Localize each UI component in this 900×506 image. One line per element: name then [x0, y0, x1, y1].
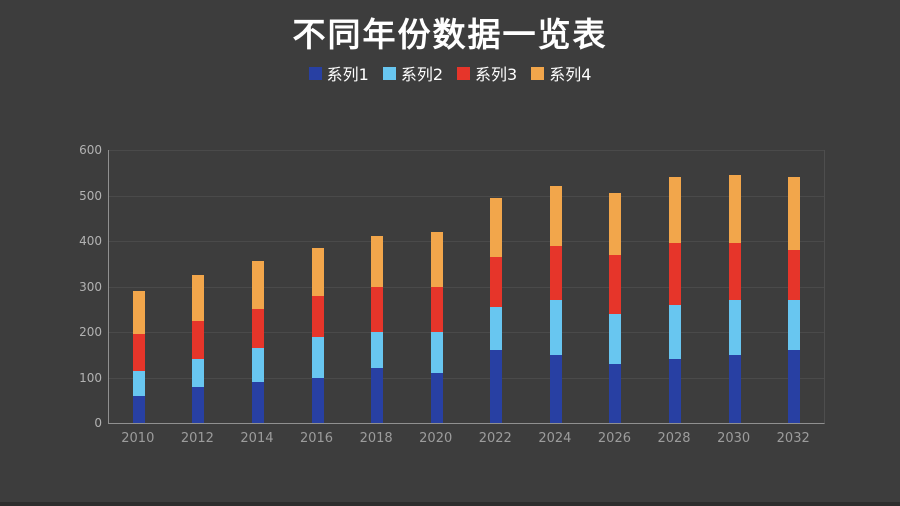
bar-segment-2020-系列3 [430, 286, 443, 332]
y-tick-label: 100 [79, 370, 102, 385]
bar-segment-2020-系列2 [430, 332, 443, 373]
legend-swatch-icon [308, 66, 322, 80]
bar-segment-2028-系列3 [669, 243, 682, 305]
bar-segment-2014-系列1 [251, 382, 264, 423]
gridline-600 [109, 150, 824, 151]
y-axis: 0 100 200 300 400 500 600 [30, 144, 102, 429]
x-tick-label: 2016 [299, 431, 334, 446]
legend-item-2: 系列2 [382, 61, 443, 85]
bar-segment-2030-系列4 [728, 175, 741, 244]
x-tick-label: 2020 [419, 431, 453, 446]
bar-segment-2028-系列4 [669, 177, 682, 244]
y-tick-label: 500 [79, 188, 102, 203]
legend-item-label: 系列1 [326, 65, 369, 84]
legend-item-4: 系列4 [531, 61, 591, 85]
x-tick-label: 2012 [180, 431, 214, 446]
chart-title: 不同年份数据一览表 [292, 15, 608, 54]
x-tick-label: 2024 [538, 431, 572, 446]
gridline-200 [109, 332, 824, 333]
bar-segment-2022-系列1 [490, 350, 503, 423]
bar-segment-2010-系列3 [132, 334, 145, 371]
bar-segment-2012-系列3 [192, 320, 205, 360]
bar-segment-2024-系列4 [549, 186, 562, 246]
bar-segment-2026-系列2 [609, 313, 622, 364]
gridline-400 [109, 241, 824, 242]
bar-segment-2014-系列4 [251, 261, 264, 310]
x-tick-label: 2032 [776, 431, 810, 446]
bar-segment-2024-系列1 [549, 354, 562, 423]
legend-item-label: 系列4 [549, 65, 592, 84]
bar-segment-2010-系列4 [132, 291, 145, 335]
bar-segment-2026-系列3 [609, 254, 622, 314]
legend-item-label: 系列3 [475, 65, 518, 84]
bar-segment-2010-系列2 [132, 370, 145, 396]
bar-segment-2018-系列3 [371, 286, 384, 332]
x-tick-label: 2028 [657, 431, 691, 446]
bar-segment-2024-系列2 [549, 300, 562, 355]
bar-segment-2010-系列1 [132, 395, 145, 423]
legend-swatch-icon [531, 66, 545, 80]
bar-segment-2032-系列4 [788, 177, 801, 251]
bar-segment-2024-系列3 [549, 245, 562, 301]
bar-segment-2022-系列2 [490, 306, 503, 351]
bar-segment-2022-系列4 [490, 197, 503, 257]
bar-segment-2030-系列1 [728, 354, 741, 423]
bar-segment-2028-系列1 [669, 359, 682, 423]
bar-segment-2020-系列1 [430, 372, 443, 423]
bar-segment-2016-系列4 [311, 247, 324, 296]
bar-segment-2012-系列4 [192, 275, 205, 321]
legend-swatch-icon [382, 66, 396, 80]
bar-segment-2020-系列4 [430, 231, 443, 287]
bottom-accent-bar [0, 502, 900, 506]
bar-segment-2014-系列2 [251, 347, 264, 383]
y-tick-label: 300 [79, 279, 102, 294]
gridline-100 [109, 377, 824, 379]
x-tick-label: 2014 [240, 431, 274, 446]
bar-segment-2014-系列3 [251, 309, 264, 348]
x-axis: 2010 2012 2014 2016 2018 2020 2022 2024 2026 2028… [108, 431, 823, 451]
bar-segment-2018-系列1 [371, 368, 384, 423]
legend-swatch-icon [457, 66, 470, 80]
plot-area [108, 150, 825, 424]
bar-segment-2012-系列1 [192, 386, 205, 423]
bar-segment-2026-系列4 [609, 193, 622, 255]
x-tick-label: 2018 [359, 431, 393, 446]
bar-segment-2016-系列2 [311, 336, 324, 378]
x-tick-label: 2010 [121, 431, 155, 446]
bar-segment-2018-系列4 [371, 236, 384, 287]
gridline-300 [109, 286, 824, 288]
bar-segment-2030-系列2 [728, 300, 741, 355]
y-tick-label: 0 [94, 416, 102, 430]
chart-legend: 系列1 系列2 系列3 系列4 [0, 61, 900, 85]
x-tick-label: 2026 [597, 431, 631, 446]
bar-segment-2032-系列1 [788, 350, 801, 423]
bar-segment-2022-系列3 [490, 256, 503, 307]
bar-segment-2016-系列1 [311, 377, 324, 423]
legend-item-3: 系列3 [457, 61, 517, 85]
bar-segment-2032-系列2 [788, 300, 801, 351]
x-tick-label: 2030 [717, 431, 751, 446]
bar-segment-2016-系列3 [311, 295, 324, 337]
bar-segment-2030-系列3 [728, 243, 741, 301]
bar-segment-2032-系列3 [788, 250, 801, 301]
bar-segment-2028-系列2 [669, 304, 682, 360]
legend-item-1: 系列1 [308, 61, 369, 85]
y-tick-label: 400 [79, 234, 102, 248]
bar-segment-2026-系列1 [609, 363, 622, 423]
y-tick-label: 600 [79, 143, 102, 157]
y-tick-label: 200 [79, 325, 102, 339]
legend-item-label: 系列2 [400, 65, 443, 84]
bar-segment-2012-系列2 [192, 359, 205, 387]
bar-segment-2018-系列2 [371, 332, 384, 369]
gridline-500 [109, 195, 824, 197]
x-tick-label: 2022 [478, 431, 512, 446]
